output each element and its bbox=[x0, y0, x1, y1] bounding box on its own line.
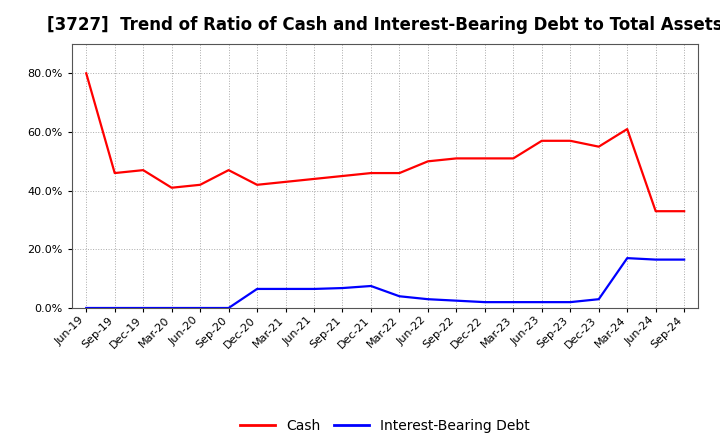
Interest-Bearing Debt bbox=[139, 305, 148, 311]
Cash bbox=[225, 168, 233, 173]
Line: Cash: Cash bbox=[86, 73, 684, 211]
Interest-Bearing Debt bbox=[366, 283, 375, 289]
Interest-Bearing Debt bbox=[652, 257, 660, 262]
Interest-Bearing Debt bbox=[253, 286, 261, 292]
Interest-Bearing Debt bbox=[623, 256, 631, 261]
Interest-Bearing Debt bbox=[225, 305, 233, 311]
Cash bbox=[110, 170, 119, 176]
Interest-Bearing Debt bbox=[680, 257, 688, 262]
Interest-Bearing Debt bbox=[537, 300, 546, 305]
Legend: Cash, Interest-Bearing Debt: Cash, Interest-Bearing Debt bbox=[235, 413, 536, 438]
Cash bbox=[623, 126, 631, 132]
Title: [3727]  Trend of Ratio of Cash and Interest-Bearing Debt to Total Assets: [3727] Trend of Ratio of Cash and Intere… bbox=[48, 16, 720, 34]
Cash bbox=[509, 156, 518, 161]
Cash bbox=[395, 170, 404, 176]
Cash bbox=[310, 176, 318, 182]
Cash bbox=[366, 170, 375, 176]
Cash bbox=[338, 173, 347, 179]
Interest-Bearing Debt bbox=[82, 305, 91, 311]
Cash bbox=[139, 168, 148, 173]
Interest-Bearing Debt bbox=[480, 300, 489, 305]
Interest-Bearing Debt bbox=[338, 286, 347, 291]
Cash bbox=[167, 185, 176, 191]
Interest-Bearing Debt bbox=[167, 305, 176, 311]
Cash bbox=[196, 182, 204, 187]
Interest-Bearing Debt bbox=[595, 297, 603, 302]
Interest-Bearing Debt bbox=[196, 305, 204, 311]
Cash bbox=[595, 144, 603, 149]
Interest-Bearing Debt bbox=[566, 300, 575, 305]
Cash bbox=[480, 156, 489, 161]
Interest-Bearing Debt bbox=[452, 298, 461, 303]
Cash bbox=[282, 179, 290, 184]
Cash bbox=[566, 138, 575, 143]
Cash bbox=[652, 209, 660, 214]
Interest-Bearing Debt bbox=[509, 300, 518, 305]
Interest-Bearing Debt bbox=[310, 286, 318, 292]
Cash bbox=[82, 71, 91, 76]
Cash bbox=[537, 138, 546, 143]
Line: Interest-Bearing Debt: Interest-Bearing Debt bbox=[86, 258, 684, 308]
Cash bbox=[423, 159, 432, 164]
Cash bbox=[452, 156, 461, 161]
Cash bbox=[680, 209, 688, 214]
Interest-Bearing Debt bbox=[423, 297, 432, 302]
Interest-Bearing Debt bbox=[282, 286, 290, 292]
Interest-Bearing Debt bbox=[110, 305, 119, 311]
Interest-Bearing Debt bbox=[395, 293, 404, 299]
Cash bbox=[253, 182, 261, 187]
